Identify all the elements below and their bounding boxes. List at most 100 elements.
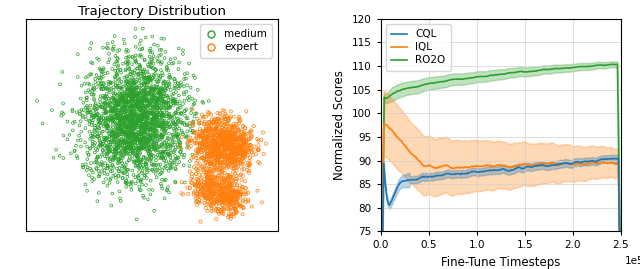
Point xyxy=(108,156,118,160)
Point xyxy=(136,99,147,103)
Point xyxy=(154,112,164,116)
Point xyxy=(198,129,209,134)
Point xyxy=(149,129,159,133)
Point xyxy=(220,142,230,147)
Point xyxy=(118,37,129,42)
Point xyxy=(206,179,216,184)
Point xyxy=(114,169,124,174)
Point xyxy=(214,198,225,202)
Point xyxy=(219,132,229,136)
Point xyxy=(237,136,248,141)
Point xyxy=(152,153,163,157)
Point xyxy=(87,113,97,117)
Point xyxy=(122,116,132,121)
Point xyxy=(115,166,125,170)
Point xyxy=(103,157,113,161)
Point xyxy=(242,148,252,153)
Point xyxy=(172,133,182,137)
Point xyxy=(244,159,255,163)
Point xyxy=(111,72,122,76)
Point xyxy=(234,116,244,121)
Point xyxy=(203,134,213,139)
Point xyxy=(213,151,223,156)
Point xyxy=(223,144,234,148)
Point xyxy=(38,121,48,126)
Point xyxy=(213,149,223,153)
Point xyxy=(222,143,232,147)
Point xyxy=(98,129,108,134)
Point xyxy=(135,97,145,101)
Point xyxy=(203,134,213,139)
Point xyxy=(99,106,109,111)
Point xyxy=(188,120,198,124)
Point xyxy=(219,196,229,200)
Point xyxy=(134,121,145,125)
Point xyxy=(237,187,247,191)
Point xyxy=(237,153,248,157)
Point xyxy=(120,102,130,106)
Point xyxy=(117,129,127,133)
Point xyxy=(94,126,104,130)
Point xyxy=(139,119,149,124)
Point xyxy=(117,143,127,147)
Point xyxy=(102,151,113,156)
Point xyxy=(32,99,42,103)
Point xyxy=(132,105,142,109)
Point xyxy=(143,143,154,148)
Point xyxy=(223,196,233,200)
Point xyxy=(125,91,136,95)
Point xyxy=(153,134,163,138)
Point xyxy=(198,148,209,152)
Point xyxy=(223,155,233,159)
Point xyxy=(220,136,230,140)
Point xyxy=(124,124,134,128)
Point xyxy=(175,99,185,104)
Point xyxy=(205,161,215,165)
Point xyxy=(246,129,256,134)
Point xyxy=(197,144,207,148)
CQL xyxy=(491,168,499,172)
Point xyxy=(198,101,209,105)
Point xyxy=(116,111,127,115)
Point xyxy=(140,76,150,80)
Point xyxy=(170,158,180,163)
Point xyxy=(237,139,247,143)
Point xyxy=(206,162,216,166)
Point xyxy=(144,151,154,156)
Title: Trajectory Distribution: Trajectory Distribution xyxy=(77,5,225,18)
Point xyxy=(202,135,212,140)
Point xyxy=(150,88,160,93)
Point xyxy=(108,88,118,92)
Point xyxy=(213,141,223,145)
Point xyxy=(227,198,237,202)
Point xyxy=(163,104,173,108)
Point xyxy=(156,120,166,125)
Point xyxy=(129,81,139,85)
Point xyxy=(138,106,148,110)
Point xyxy=(99,66,109,70)
Point xyxy=(110,151,120,156)
Point xyxy=(140,96,150,101)
Point xyxy=(132,115,143,120)
Point xyxy=(108,85,118,89)
Point xyxy=(225,114,236,119)
Point xyxy=(102,119,112,123)
Point xyxy=(139,114,149,118)
Point xyxy=(141,121,152,125)
Point xyxy=(114,141,124,145)
Point xyxy=(106,133,116,137)
Point xyxy=(201,146,211,151)
Point xyxy=(76,108,86,112)
Point xyxy=(129,118,139,122)
Point xyxy=(230,132,240,136)
Point xyxy=(124,116,134,120)
Point xyxy=(112,136,122,140)
Point xyxy=(196,150,207,154)
Point xyxy=(111,176,121,180)
Point xyxy=(156,106,166,110)
Point xyxy=(110,108,120,113)
Point xyxy=(218,180,228,184)
Point xyxy=(221,156,232,160)
Point xyxy=(222,186,232,190)
Point xyxy=(226,130,236,134)
